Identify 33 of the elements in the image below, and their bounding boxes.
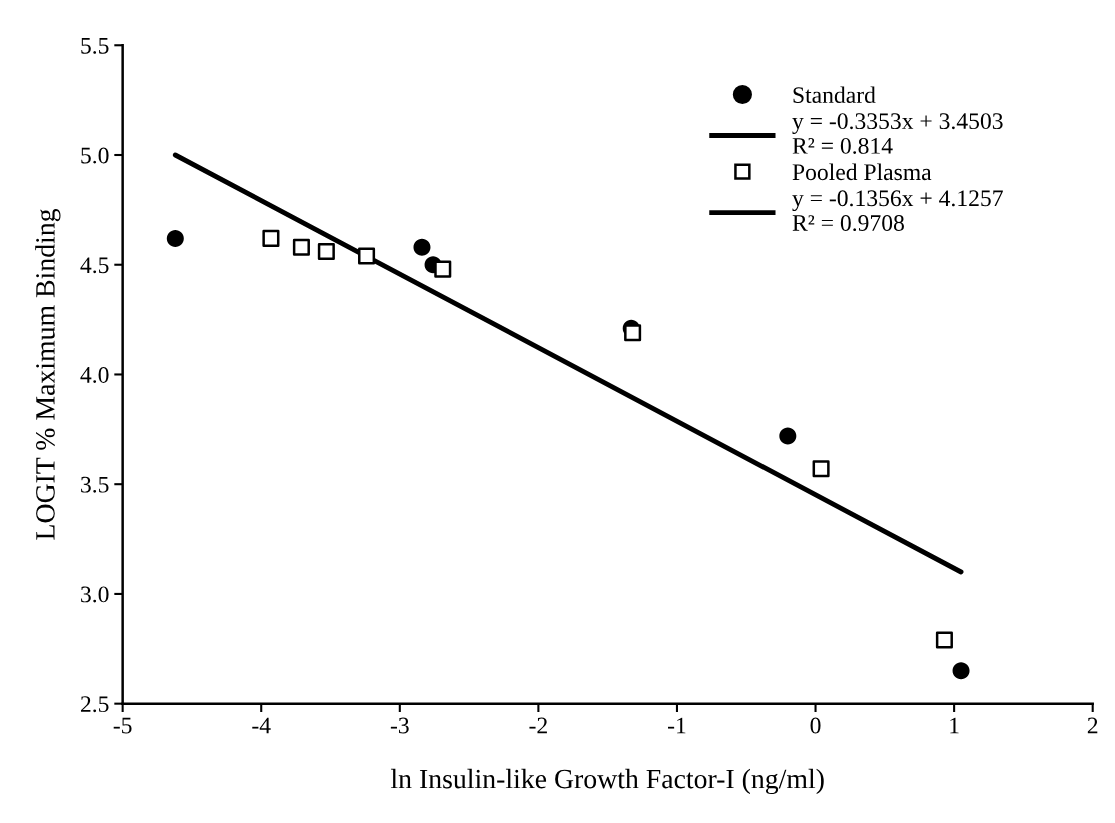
x-tick-label: -3 [390, 717, 409, 734]
x-tick-label: -2 [529, 717, 547, 734]
x-tick-label: 1 [950, 717, 959, 734]
y-tick-label: 5.5 [81, 38, 109, 54]
point [317, 243, 335, 261]
y-tick-label: 4.0 [80, 366, 109, 383]
x-tick-label: -4 [252, 717, 271, 734]
point [262, 229, 280, 247]
y-tick-label: 3.0 [81, 586, 109, 603]
point [812, 460, 830, 478]
point [624, 324, 642, 342]
x-tick-label: -5 [113, 717, 132, 734]
y-tick-label: 3.5 [81, 476, 109, 493]
y-tick-label: 4.5 [80, 257, 109, 274]
point [952, 662, 970, 680]
point [935, 631, 953, 649]
x-axis-title: ln Insulin-like Growth Factor-I (ng/ml) [390, 768, 824, 795]
point [413, 238, 431, 256]
y-axis-title: LOGIT % Maximum Binding [35, 208, 61, 540]
point [358, 247, 376, 265]
legend-label: Standard [793, 86, 876, 104]
x-tick-label: -1 [668, 717, 686, 734]
legend-label: y = -0.3353x + 3.4503 R² = 0.814 [792, 113, 1003, 154]
point [166, 229, 184, 247]
point [779, 427, 797, 445]
x-tick-label: 2 [1087, 717, 1098, 734]
legend-label: Pooled Plasma [792, 163, 932, 181]
point [434, 260, 452, 278]
legend-label: y = -0.1356x + 4.1257 R² = 0.9708 [792, 190, 1003, 232]
point [292, 238, 310, 256]
x-tick-label: 0 [810, 717, 821, 734]
y-tick-label: 2.5 [80, 696, 109, 713]
y-tick-label: 5.0 [81, 147, 109, 164]
